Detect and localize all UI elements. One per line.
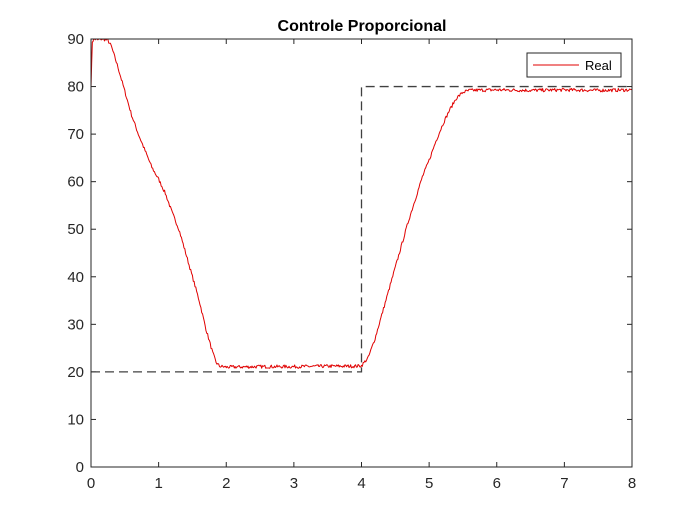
y-tick-label: 90 [67, 31, 84, 48]
x-tick-label: 6 [493, 475, 501, 492]
reference-line [91, 85, 632, 373]
series [90, 38, 633, 373]
chart-title: Controle Proporcional [278, 18, 447, 35]
y-tick-label: 20 [67, 364, 84, 381]
x-tick-label: 8 [628, 475, 636, 492]
y-tick-label: 40 [67, 269, 84, 286]
y-tick-label: 30 [67, 316, 84, 333]
y-tick-label: 70 [67, 126, 84, 143]
y-tick-label: 80 [67, 79, 84, 96]
x-tick-label: 3 [290, 475, 298, 492]
y-tick-label: 0 [76, 459, 84, 476]
x-tick-label: 5 [425, 475, 433, 492]
y-tick-label: 50 [67, 221, 84, 238]
legend: Real [526, 52, 622, 78]
x-tick-label: 1 [154, 475, 162, 492]
x-tick-label: 7 [560, 475, 568, 492]
plot-frame [90, 38, 633, 468]
x-tick-label: 4 [357, 475, 365, 492]
legend-label-real: Real [585, 58, 612, 73]
y-tick-label: 60 [67, 174, 84, 191]
x-tick-label: 2 [222, 475, 230, 492]
y-tick-label: 10 [67, 411, 84, 428]
series-line-real [90, 38, 633, 369]
x-tick-label: 0 [87, 475, 95, 492]
